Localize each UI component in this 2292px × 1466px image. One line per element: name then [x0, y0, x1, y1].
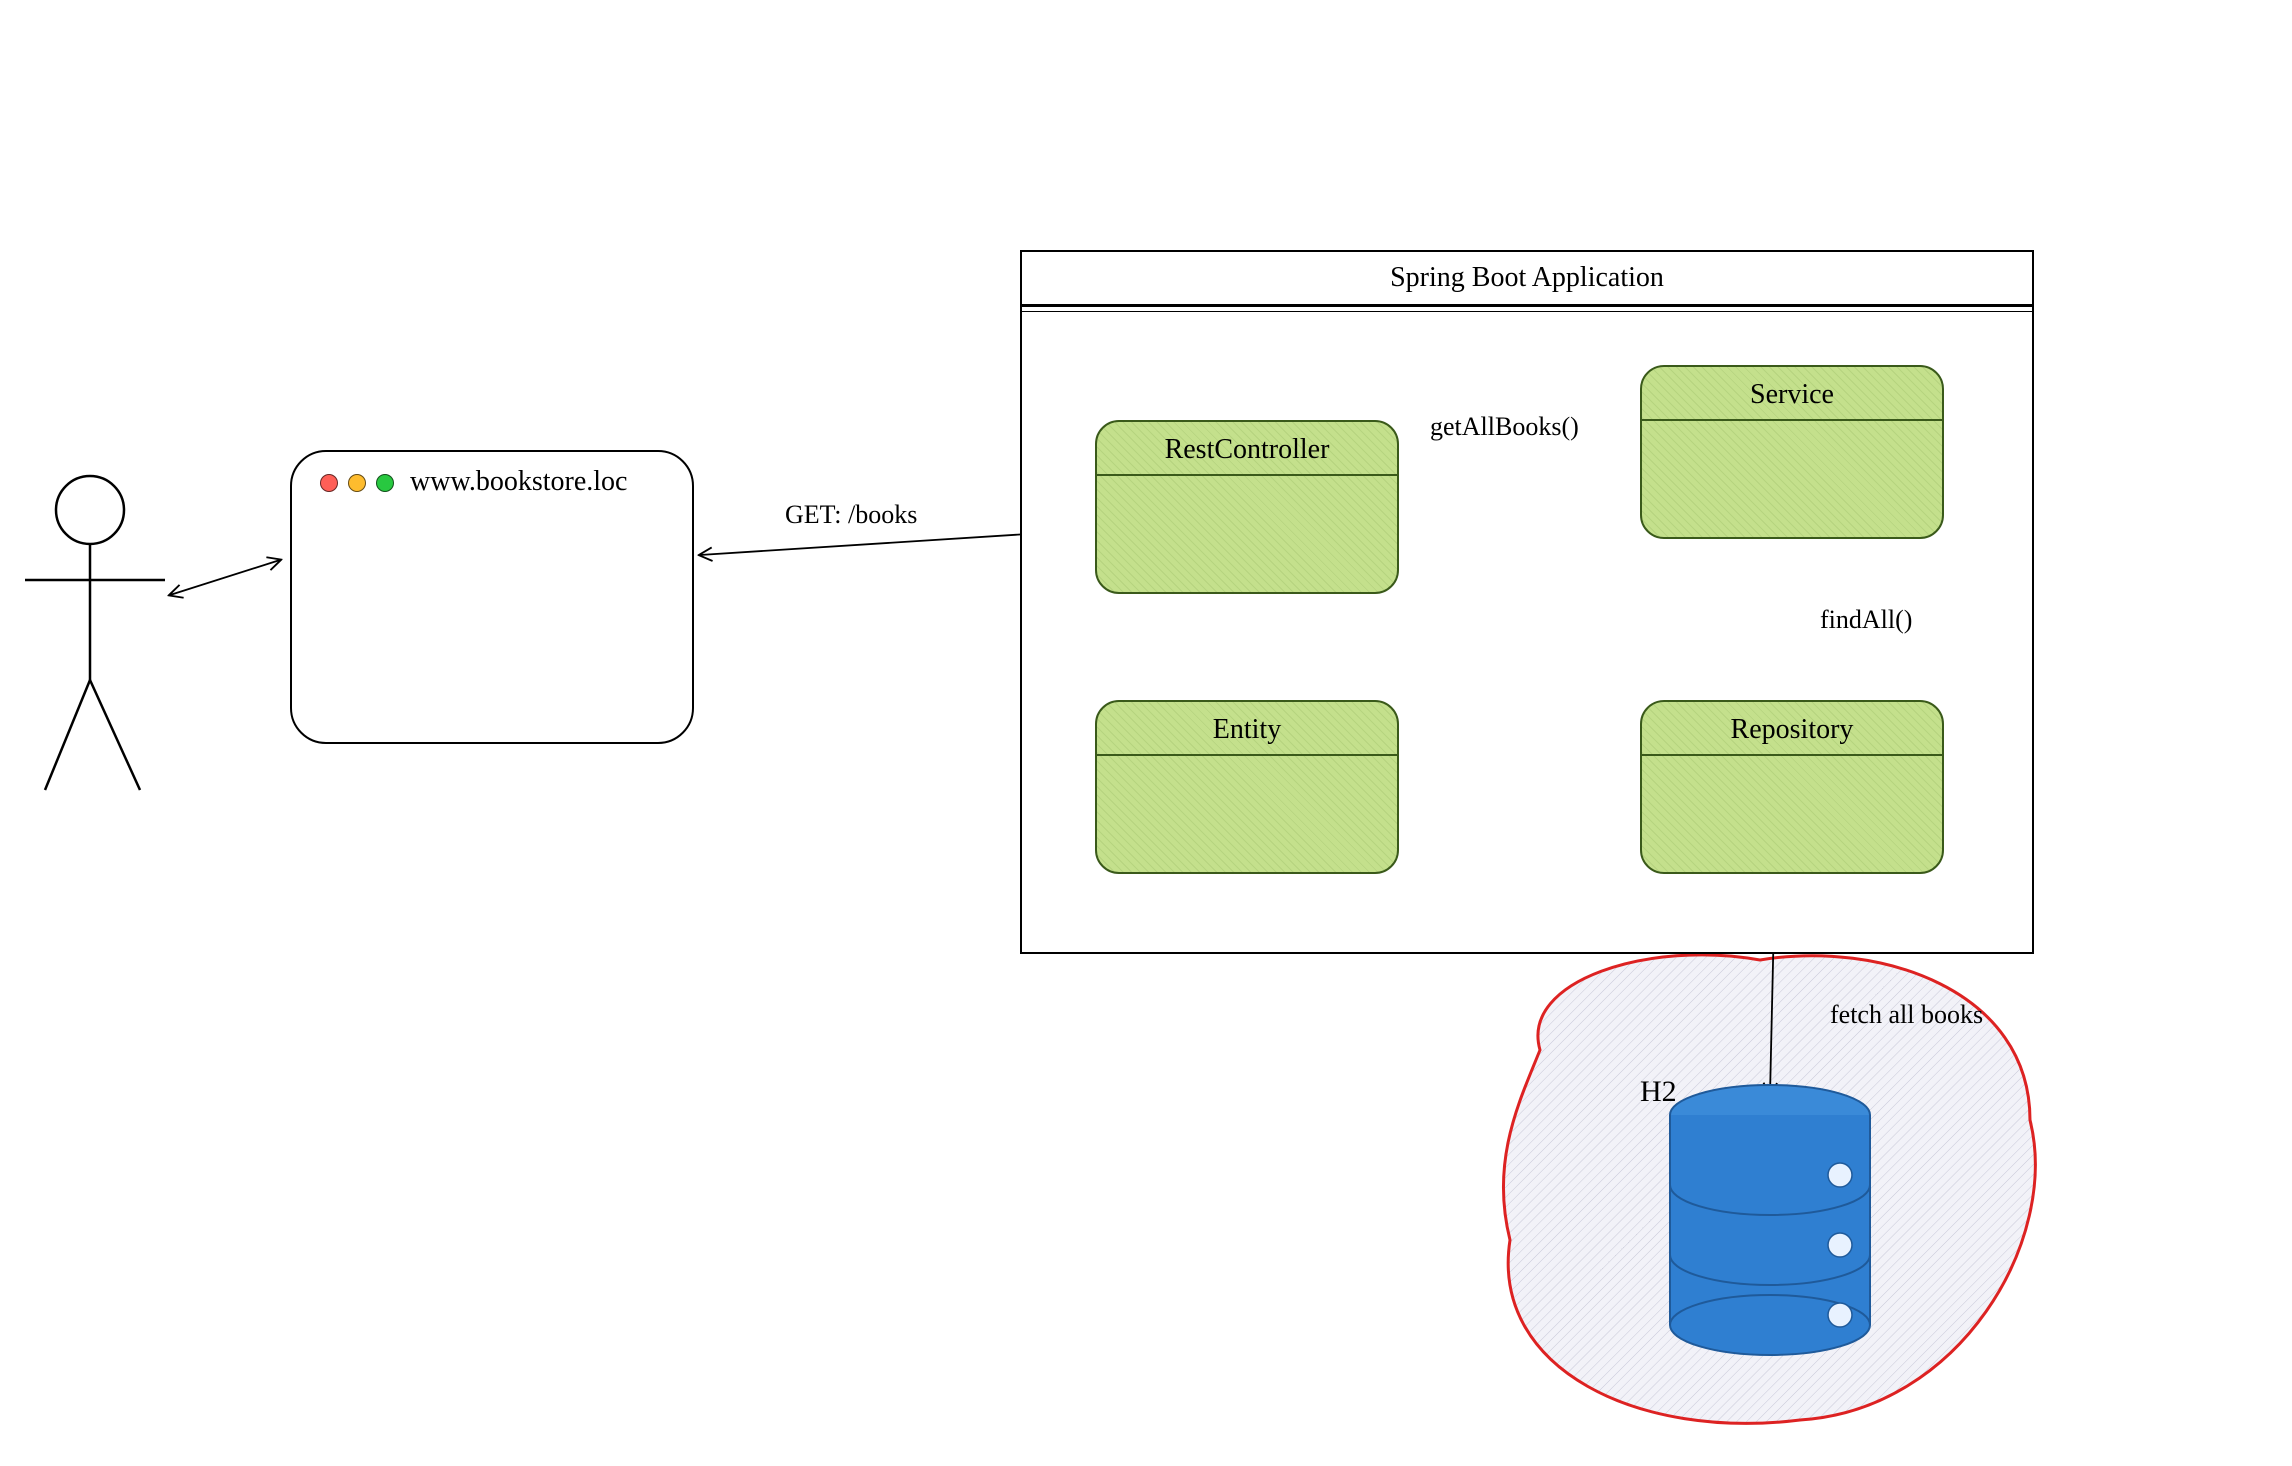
component-service: Service — [1640, 365, 1944, 539]
entity-label: Entity — [1097, 702, 1397, 754]
repository-label: Repository — [1642, 702, 1942, 754]
browser-window: www.bookstore.loc — [290, 450, 694, 744]
edge-label-get-books: GET: /books — [785, 500, 917, 530]
rest-controller-label: RestController — [1097, 422, 1397, 474]
component-rest-controller: RestController — [1095, 420, 1399, 594]
app-title: Spring Boot Application — [1022, 252, 2032, 306]
db-label: H2 — [1640, 1075, 1677, 1109]
traffic-green-icon — [376, 474, 394, 492]
component-repository: Repository — [1640, 700, 1944, 874]
browser-url: www.bookstore.loc — [410, 466, 627, 498]
edge-label-findall: findAll() — [1820, 605, 1912, 635]
traffic-red-icon — [320, 474, 338, 492]
edge-label-fetch-all: fetch all books — [1830, 1000, 1983, 1030]
traffic-yellow-icon — [348, 474, 366, 492]
database-cylinder — [1670, 1085, 1870, 1355]
service-label: Service — [1642, 367, 1942, 419]
component-entity: Entity — [1095, 700, 1399, 874]
actor-user — [25, 476, 165, 790]
app-title-text: Spring Boot Application — [1390, 262, 1664, 293]
edge-label-getallbooks: getAllBooks() — [1430, 412, 1579, 442]
edge-actor-browser — [170, 560, 280, 595]
